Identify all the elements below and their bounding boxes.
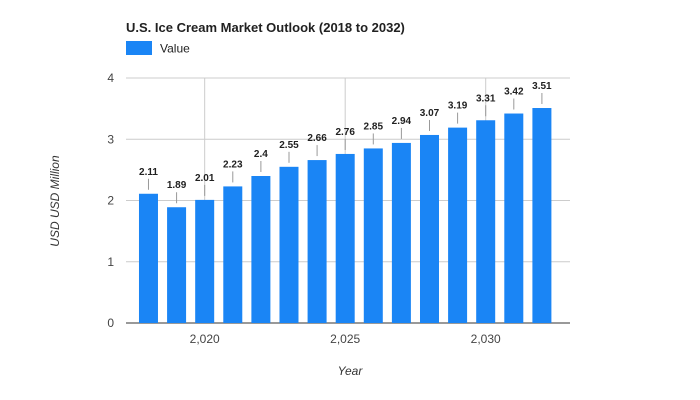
data-labels: 2.11 1.89 2.01 2.23 2.4 2.55 2.66 2.76 2.85 2.94 3… [139,81,552,204]
y-tick-label: 4 [107,71,114,85]
data-label: 2.4 [254,149,268,160]
y-tick-label: 2 [107,194,114,208]
data-label: 2.66 [307,133,327,144]
chart-title: U.S. Ice Cream Market Outlook (2018 to 2… [126,20,405,35]
bar[interactable] [167,207,187,323]
y-axis-label: USD USD Million [48,155,62,247]
legend-swatch [126,41,152,55]
x-tick-label: 2,030 [471,332,501,346]
data-label: 3.31 [476,93,496,104]
bar[interactable] [391,142,411,323]
bar[interactable] [307,160,327,323]
bar[interactable] [363,148,383,323]
legend-label: Value [160,42,190,56]
bar[interactable] [335,153,355,323]
bars [138,108,552,324]
legend[interactable]: Value [126,41,190,56]
data-label: 2.76 [335,127,355,138]
bar[interactable] [279,166,299,323]
y-tick-label: 1 [107,255,114,269]
bar[interactable] [532,108,552,323]
bar[interactable] [195,199,215,323]
data-label: 2.23 [223,159,243,170]
data-label: 2.85 [364,121,384,132]
bar[interactable] [476,120,496,323]
y-tick-label: 3 [107,132,114,146]
bar[interactable] [504,113,524,324]
data-label: 2.11 [139,167,158,178]
data-label: 3.51 [532,81,552,92]
data-label: 1.89 [167,180,187,191]
x-tick-label: 2,020 [190,332,220,346]
data-label: 2.94 [392,116,412,127]
data-label: 3.07 [420,108,440,119]
x-tick-label: 2,025 [330,332,360,346]
y-axis-ticks: 0 1 2 3 4 [107,71,114,330]
bar[interactable] [138,193,158,323]
y-tick-label: 0 [107,316,114,330]
x-axis-ticks: 2,020 2,025 2,030 [190,332,501,346]
data-label: 3.42 [504,87,524,98]
bar[interactable] [223,186,243,323]
data-label: 2.01 [195,173,215,184]
data-label: 3.19 [448,101,468,112]
bar[interactable] [251,176,271,323]
data-label: 2.55 [279,140,299,151]
bar[interactable] [419,134,439,323]
x-axis-label: Year [338,364,364,378]
bar[interactable] [448,127,468,323]
